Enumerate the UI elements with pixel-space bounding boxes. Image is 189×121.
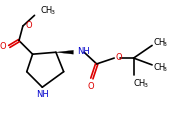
Text: CH: CH — [134, 79, 146, 88]
Text: 3: 3 — [143, 83, 147, 88]
Text: O: O — [88, 82, 94, 91]
Text: 3: 3 — [50, 10, 54, 15]
Text: 3: 3 — [163, 42, 167, 47]
Text: 3: 3 — [163, 67, 167, 72]
Text: NH: NH — [36, 91, 49, 99]
Text: CH: CH — [153, 38, 165, 47]
Text: O: O — [115, 53, 122, 62]
Text: O: O — [26, 21, 32, 30]
Text: NH: NH — [77, 47, 90, 56]
Text: O: O — [0, 42, 6, 51]
Polygon shape — [56, 50, 73, 54]
Text: CH: CH — [40, 6, 53, 15]
Text: CH: CH — [153, 63, 165, 72]
